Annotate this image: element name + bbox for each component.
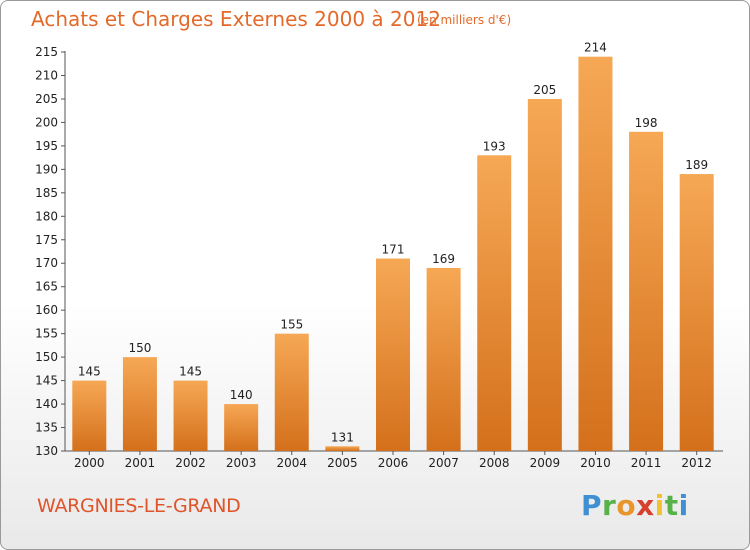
bar-2008 xyxy=(477,155,512,452)
bar-value-label: 131 xyxy=(331,430,354,444)
y-tick-label: 130 xyxy=(35,444,58,458)
y-tick-label: 185 xyxy=(35,186,58,200)
bar-2011 xyxy=(629,131,664,452)
logo-letter: r xyxy=(602,489,617,522)
logo-letter: i xyxy=(654,489,665,522)
y-tick-label: 190 xyxy=(35,162,58,176)
y-tick-label: 210 xyxy=(35,68,58,82)
x-tick-label: 2001 xyxy=(125,456,156,470)
bar-2006 xyxy=(376,258,410,451)
x-tick-label: 2003 xyxy=(226,456,257,470)
bar-2001 xyxy=(122,357,157,451)
bar-2009 xyxy=(527,98,562,452)
y-tick-label: 180 xyxy=(35,209,58,223)
logo-letter: P xyxy=(581,489,603,522)
bar-2010 xyxy=(578,56,613,451)
logo-letter: o xyxy=(616,489,637,522)
chart-title: Achats et Charges Externes 2000 à 2012 xyxy=(31,7,441,31)
y-tick-label: 195 xyxy=(35,139,58,153)
y-tick-label: 160 xyxy=(35,303,58,317)
x-tick-label: 2005 xyxy=(327,456,358,470)
x-tick-label: 2000 xyxy=(74,456,105,470)
y-tick-label: 165 xyxy=(35,280,58,294)
bar-value-label: 205 xyxy=(533,83,556,97)
y-tick-label: 215 xyxy=(35,45,58,59)
y-tick-label: 170 xyxy=(35,256,58,270)
bar-value-label: 171 xyxy=(382,243,405,257)
x-tick-label: 2010 xyxy=(580,456,611,470)
bar-2003 xyxy=(224,404,259,451)
y-tick-label: 135 xyxy=(35,421,58,435)
bar-value-label: 193 xyxy=(483,139,506,153)
bar-value-label: 140 xyxy=(230,388,253,402)
city-name: WARGNIES-LE-GRAND xyxy=(37,495,241,517)
y-tick-label: 150 xyxy=(35,350,58,364)
x-tick-label: 2004 xyxy=(276,456,307,470)
logo-letter: x xyxy=(636,489,655,522)
bar-value-label: 145 xyxy=(179,365,202,379)
y-tick-label: 205 xyxy=(35,92,58,106)
bar-value-label: 169 xyxy=(432,252,455,266)
bar-2007 xyxy=(426,267,461,451)
bar-2012 xyxy=(679,174,714,451)
x-tick-label: 2008 xyxy=(479,456,510,470)
logo-letter: t xyxy=(664,489,679,522)
bar-value-label: 145 xyxy=(78,365,101,379)
bar-value-label: 198 xyxy=(635,116,658,130)
x-tick-label: 2002 xyxy=(175,456,206,470)
proxiti-logo: Proxiti xyxy=(581,489,689,522)
bar-value-label: 155 xyxy=(280,318,303,332)
x-tick-label: 2011 xyxy=(631,456,662,470)
x-tick-label: 2006 xyxy=(378,456,409,470)
bar-2000 xyxy=(72,380,107,451)
y-tick-label: 140 xyxy=(35,397,58,411)
x-tick-label: 2007 xyxy=(428,456,459,470)
bar-2004 xyxy=(274,333,309,451)
bar-2002 xyxy=(173,380,208,451)
y-tick-label: 200 xyxy=(35,115,58,129)
bar-2005 xyxy=(325,446,360,451)
x-tick-label: 2009 xyxy=(530,456,561,470)
y-tick-label: 155 xyxy=(35,327,58,341)
bar-value-label: 150 xyxy=(128,341,151,355)
bar-value-label: 214 xyxy=(584,41,607,55)
y-tick-label: 145 xyxy=(35,374,58,388)
bar-value-label: 189 xyxy=(685,158,708,172)
logo-letter: i xyxy=(678,489,689,522)
x-tick-label: 2012 xyxy=(681,456,712,470)
chart-unit: (en milliers d'€) xyxy=(417,13,512,27)
y-tick-label: 175 xyxy=(35,233,58,247)
